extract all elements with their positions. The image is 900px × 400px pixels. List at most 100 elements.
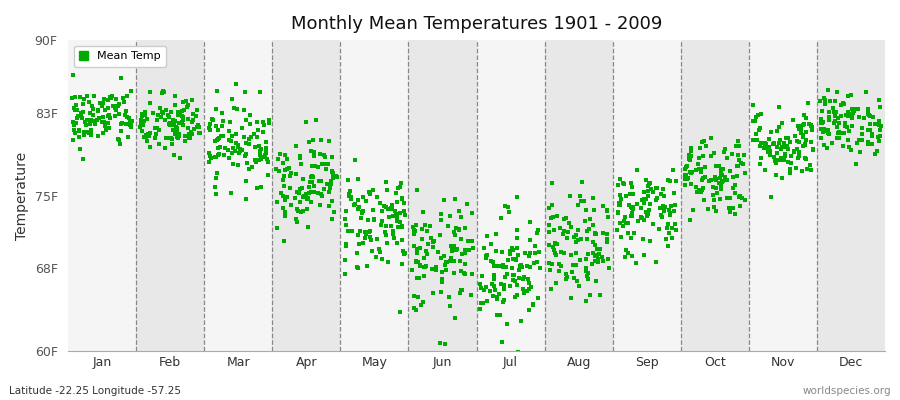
- Point: [545, 261, 560, 267]
- Point: [754, 139, 769, 146]
- Point: [173, 108, 187, 115]
- Point: [532, 248, 546, 255]
- Point: [638, 177, 652, 183]
- Point: [777, 139, 791, 146]
- Point: [445, 248, 459, 254]
- Point: [834, 101, 849, 108]
- Point: [625, 212, 639, 219]
- Point: [643, 181, 657, 187]
- Point: [783, 160, 797, 167]
- Point: [393, 218, 408, 225]
- Point: [153, 105, 167, 111]
- Point: [818, 101, 832, 108]
- Point: [474, 285, 489, 291]
- Point: [150, 112, 165, 118]
- Point: [580, 236, 594, 242]
- Point: [832, 135, 846, 141]
- Point: [836, 99, 850, 106]
- Point: [738, 196, 752, 203]
- Point: [492, 312, 507, 318]
- Point: [307, 148, 321, 155]
- Point: [184, 131, 199, 138]
- Point: [692, 187, 706, 193]
- Point: [849, 160, 863, 167]
- Point: [681, 156, 696, 162]
- Point: [718, 174, 733, 180]
- Point: [509, 235, 524, 242]
- Point: [519, 288, 534, 294]
- Point: [565, 268, 580, 275]
- Point: [816, 118, 831, 125]
- Point: [409, 258, 423, 264]
- Point: [650, 185, 664, 191]
- Point: [279, 194, 293, 200]
- Point: [156, 110, 170, 116]
- Point: [720, 195, 734, 202]
- Point: [205, 116, 220, 122]
- Point: [252, 157, 266, 164]
- Point: [509, 227, 524, 233]
- Point: [294, 185, 309, 192]
- Point: [91, 106, 105, 113]
- Point: [746, 137, 760, 143]
- Point: [517, 290, 531, 296]
- Point: [589, 231, 603, 238]
- Point: [753, 143, 768, 149]
- Point: [569, 250, 583, 256]
- Point: [778, 134, 793, 141]
- Point: [864, 141, 878, 148]
- Point: [639, 212, 653, 219]
- Point: [570, 278, 584, 284]
- Point: [375, 256, 390, 262]
- Point: [500, 320, 514, 327]
- Point: [804, 167, 818, 174]
- Point: [680, 172, 694, 178]
- Point: [245, 164, 259, 170]
- Point: [855, 130, 869, 137]
- Point: [731, 152, 745, 158]
- Point: [806, 146, 821, 153]
- Point: [351, 205, 365, 212]
- Point: [480, 233, 494, 239]
- Point: [395, 237, 410, 243]
- Point: [177, 107, 192, 113]
- Point: [639, 209, 653, 216]
- Point: [213, 133, 228, 139]
- Point: [612, 202, 626, 208]
- Point: [296, 176, 310, 183]
- Point: [324, 178, 338, 184]
- Point: [444, 254, 458, 261]
- Point: [715, 179, 729, 185]
- Point: [510, 281, 525, 288]
- Point: [842, 113, 856, 119]
- Point: [172, 131, 186, 138]
- Point: [156, 88, 170, 94]
- Point: [104, 95, 118, 101]
- Point: [477, 245, 491, 251]
- Point: [202, 150, 216, 156]
- Point: [458, 225, 473, 231]
- Point: [731, 138, 745, 145]
- Point: [662, 210, 677, 216]
- Point: [715, 166, 729, 172]
- Point: [869, 148, 884, 154]
- Point: [407, 230, 421, 236]
- Point: [658, 203, 672, 210]
- Point: [292, 154, 307, 161]
- Point: [410, 222, 424, 228]
- Point: [763, 129, 778, 136]
- Point: [797, 142, 812, 148]
- Point: [684, 147, 698, 154]
- Point: [569, 261, 583, 268]
- Point: [296, 208, 310, 214]
- Point: [814, 116, 829, 122]
- Point: [508, 257, 523, 263]
- Point: [600, 214, 615, 221]
- Point: [778, 153, 792, 159]
- Point: [542, 222, 556, 228]
- Point: [821, 87, 835, 94]
- Point: [590, 246, 604, 252]
- Point: [574, 179, 589, 185]
- Point: [305, 179, 320, 186]
- Point: [168, 93, 183, 99]
